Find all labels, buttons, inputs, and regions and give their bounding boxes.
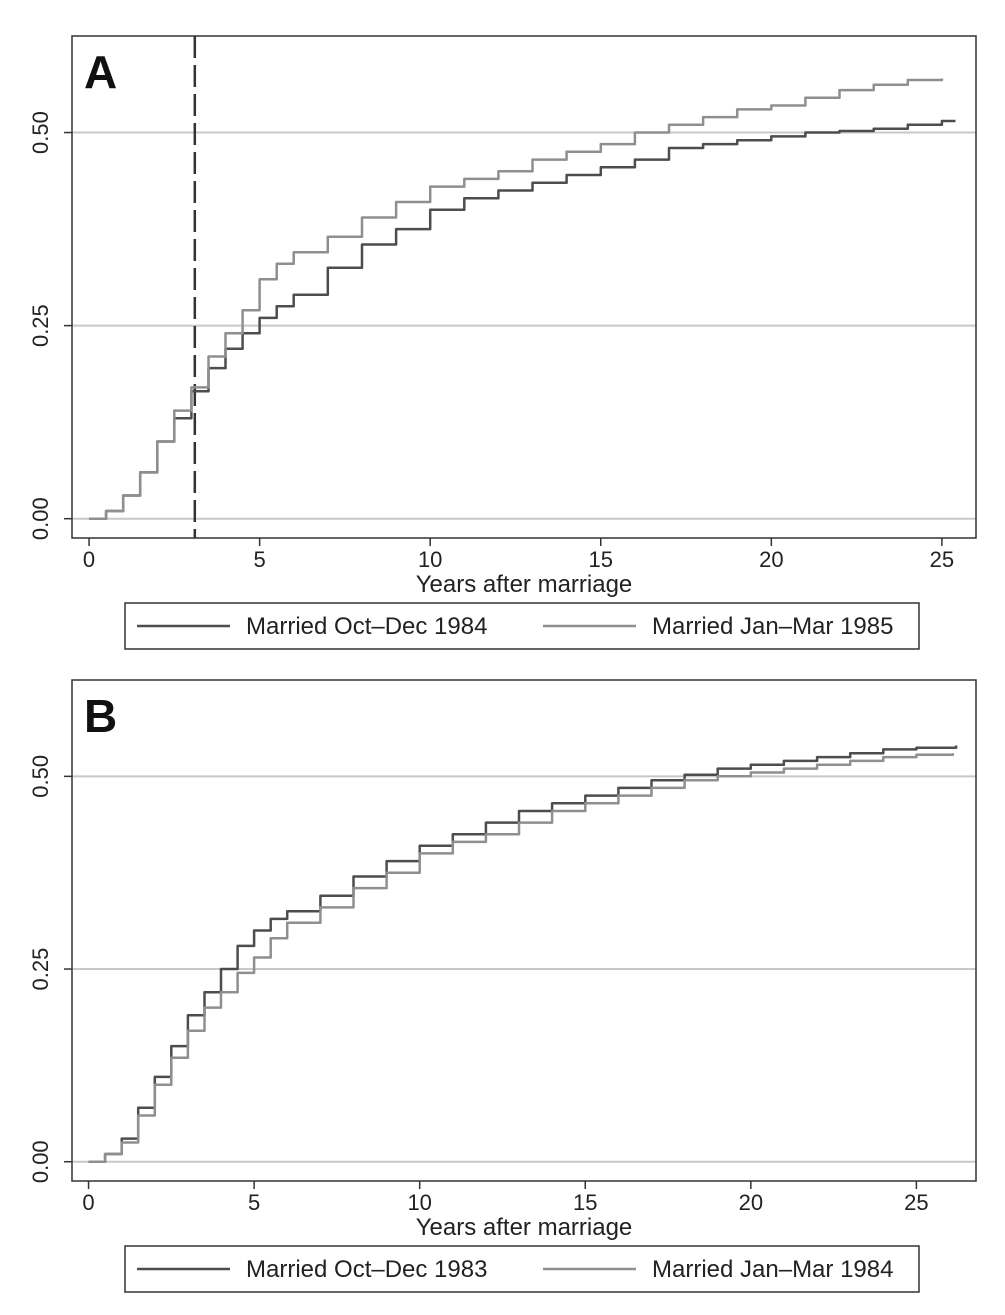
panel-b-x-tick-label: 5 — [248, 1190, 260, 1215]
panel-a-legend-label-1: Married Oct–Dec 1984 — [246, 613, 487, 640]
panel-a-series-line-1 — [89, 119, 956, 520]
panel-a: 0.00 0.25 0.50 0 5 10 15 20 25 Years after marria… — [28, 35, 977, 650]
panel-b-x-tick-label: 10 — [407, 1190, 431, 1215]
panel-b-legend-label-1: Married Oct–Dec 1983 — [246, 1256, 487, 1283]
panel-a-y-tick-label: 0.00 — [28, 497, 53, 540]
panel-b-series-line-1 — [88, 745, 958, 1163]
panel-b-legend-box — [124, 1245, 920, 1293]
panel-a-x-tick-label: 0 — [83, 547, 95, 572]
panel-a-y-tick-label: 0.50 — [28, 111, 53, 154]
panel-b-x-tick-label: 15 — [573, 1190, 597, 1215]
panel-a-legend-box — [124, 602, 920, 650]
panel-b: 0.00 0.25 0.50 0 5 10 15 20 25 Years after marria… — [28, 679, 977, 1293]
panel-b-x-tick-label: 20 — [739, 1190, 763, 1215]
panel-b-series-line-2 — [88, 753, 955, 1163]
panel-a-plot-frame — [71, 35, 977, 539]
panel-b-plot-frame — [71, 679, 977, 1182]
panel-b-x-tick-label: 0 — [82, 1190, 94, 1215]
panel-a-series-line-2 — [89, 78, 944, 520]
panel-a-panel-label: A — [84, 46, 117, 98]
panel-b-x-axis-title: Years after marriage — [416, 1214, 633, 1241]
panel-b-y-tick-label: 0.25 — [28, 948, 53, 991]
panel-a-x-tick-label: 5 — [253, 547, 265, 572]
panel-a-x-tick-label: 15 — [589, 547, 613, 572]
panel-a-x-tick-label: 10 — [418, 547, 442, 572]
panel-b-x-tick-label: 25 — [904, 1190, 928, 1215]
panel-a-x-tick-label: 20 — [759, 547, 783, 572]
panel-a-legend-label-2: Married Jan–Mar 1985 — [652, 613, 893, 640]
panel-b-y-tick-label: 0.50 — [28, 755, 53, 798]
panel-a-y-tick-label: 0.25 — [28, 304, 53, 347]
panel-b-panel-label: B — [84, 690, 117, 742]
panel-a-x-tick-label: 25 — [930, 547, 954, 572]
panel-b-legend-label-2: Married Jan–Mar 1984 — [652, 1256, 893, 1283]
panel-a-x-axis-title: Years after marriage — [416, 571, 633, 598]
panel-b-y-tick-label: 0.00 — [28, 1140, 53, 1183]
